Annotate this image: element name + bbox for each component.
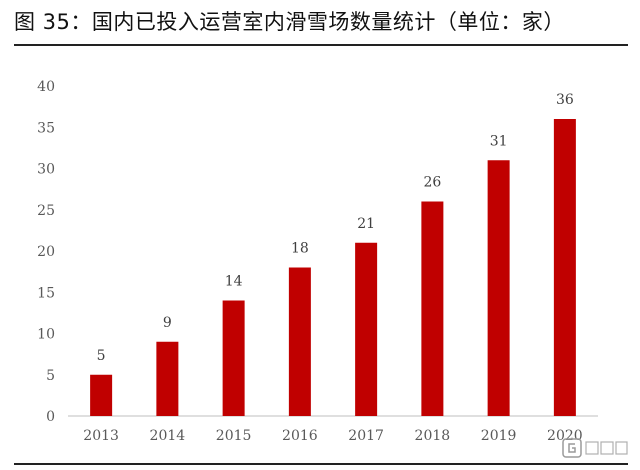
- bar: [288, 267, 311, 416]
- y-tick-label: 25: [37, 203, 55, 219]
- bar: [222, 300, 245, 416]
- bar: [487, 160, 510, 416]
- bar: [553, 119, 576, 416]
- bars: [90, 119, 576, 416]
- x-tick-label: 2013: [83, 428, 119, 444]
- x-tick-label: 2014: [150, 428, 186, 444]
- data-label: 26: [423, 175, 441, 191]
- data-label: 18: [291, 241, 309, 257]
- chart-title: 图 35：国内已投入运营室内滑雪场数量统计（单位：家）: [14, 10, 565, 34]
- x-tick-label: 2019: [481, 428, 517, 444]
- data-label: 5: [97, 348, 106, 364]
- data-label: 14: [225, 274, 243, 290]
- y-tick-label: 15: [37, 285, 55, 301]
- bar: [90, 374, 113, 416]
- data-labels: 5 9 14 18 21 26 31 36: [97, 92, 574, 364]
- x-tick-label: 2015: [216, 428, 252, 444]
- y-tick-label: 40: [37, 79, 55, 95]
- bar: [156, 341, 179, 416]
- y-tick-label: 35: [37, 120, 55, 136]
- data-label: 31: [490, 133, 508, 149]
- y-tick-label: 0: [46, 409, 55, 425]
- y-tick-label: 10: [37, 327, 55, 343]
- footer-rule: [14, 463, 628, 465]
- bar: [421, 201, 444, 416]
- x-tick-label: 2020: [547, 428, 583, 444]
- y-tick-label: 20: [37, 244, 55, 260]
- x-tick-label: 2016: [282, 428, 318, 444]
- data-label: 36: [556, 92, 574, 108]
- x-tick-label: 2018: [415, 428, 451, 444]
- y-tick-label: 30: [37, 162, 55, 178]
- x-axis-ticks: 2013 2014 2015 2016 2017 2018 2019 2020: [83, 428, 582, 444]
- y-tick-label: 5: [46, 368, 55, 384]
- watermark-logo: [562, 438, 628, 458]
- data-label: 9: [163, 315, 172, 331]
- title-rule: [14, 44, 628, 46]
- x-tick-label: 2017: [348, 428, 384, 444]
- y-axis-ticks: 0 5 10 15 20 25 30 35 40: [37, 79, 55, 425]
- data-label: 21: [357, 216, 375, 232]
- bar: [355, 242, 378, 416]
